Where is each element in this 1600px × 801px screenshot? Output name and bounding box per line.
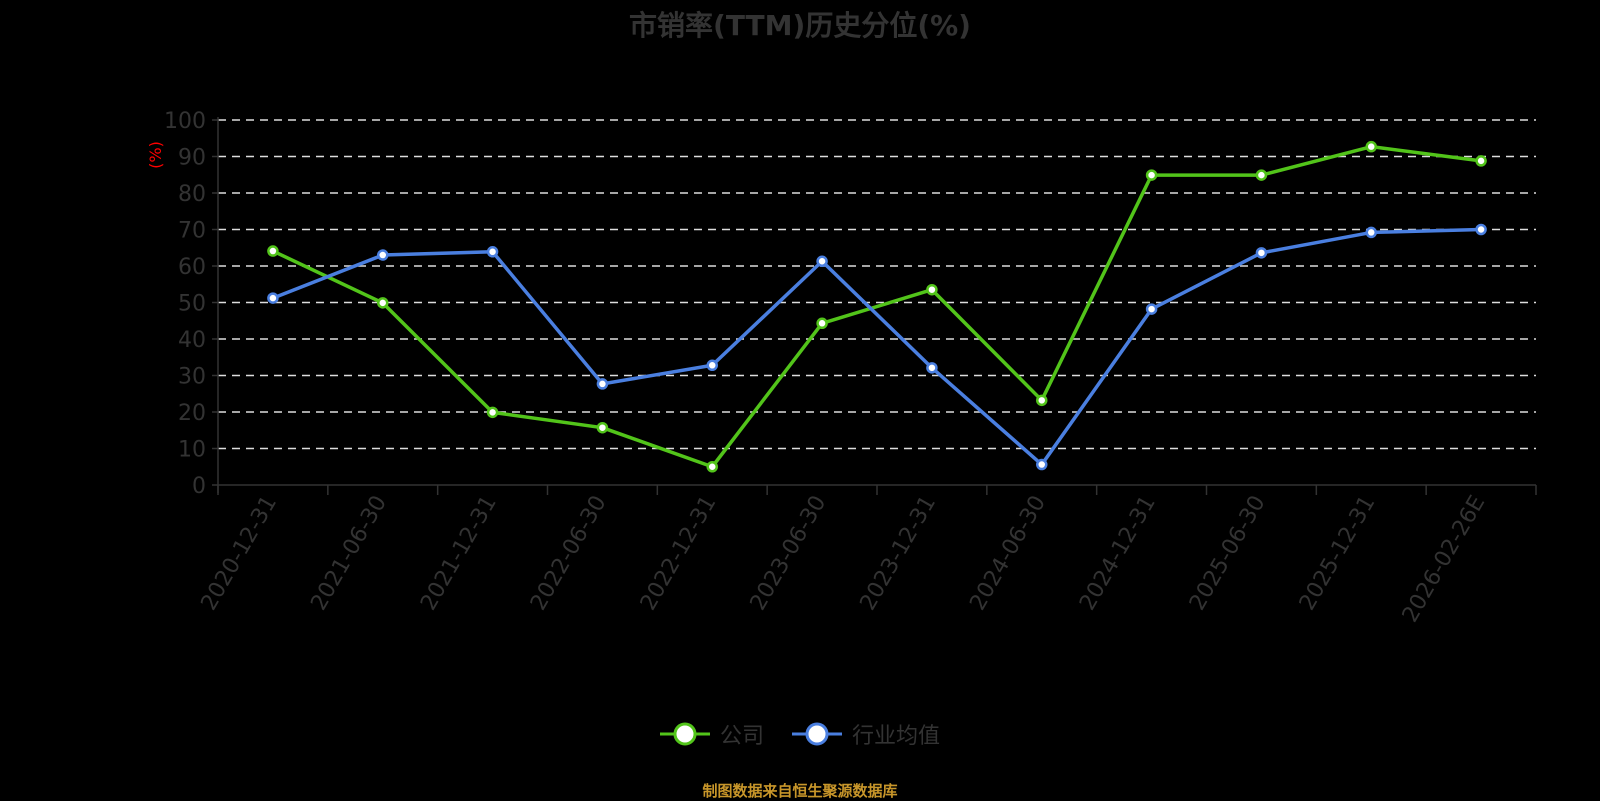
y-tick-label: 10 <box>178 438 206 463</box>
data-point[interactable] <box>377 249 389 261</box>
data-point[interactable] <box>706 359 718 372</box>
y-tick-label: 30 <box>178 365 206 390</box>
series-lines <box>267 140 1487 473</box>
data-point[interactable] <box>377 297 389 309</box>
gridlines <box>218 119 1536 450</box>
data-point[interactable] <box>1475 155 1487 167</box>
legend-label-company: 公司 <box>719 724 764 749</box>
data-point[interactable] <box>1475 223 1487 236</box>
data-point[interactable] <box>1365 140 1377 153</box>
x-tick-label: 2021-12-31 <box>416 492 502 615</box>
industry-legend-icon <box>792 722 842 746</box>
y-tick-label: 80 <box>178 182 206 207</box>
data-point[interactable] <box>926 283 938 296</box>
y-tick-label: 50 <box>178 292 206 317</box>
data-point[interactable] <box>596 378 609 390</box>
x-tick-label: 2023-06-30 <box>746 492 832 615</box>
data-point[interactable] <box>267 245 279 257</box>
data-point[interactable] <box>706 461 718 473</box>
data-point[interactable] <box>267 292 279 304</box>
data-point[interactable] <box>486 246 499 258</box>
chart-title: 市销率(TTM)历史分位(%) <box>629 9 971 42</box>
data-point[interactable] <box>816 255 828 268</box>
x-tick-label: 2022-12-31 <box>636 492 722 615</box>
x-axis: 2020-12-31 2021-06-30 2021-12-31 2022-06-30… <box>197 484 1537 627</box>
x-tick-label: 2020-12-31 <box>197 492 283 615</box>
x-tick-label: 2026-02-26E <box>1398 492 1491 627</box>
y-tick-label: 60 <box>178 255 206 280</box>
y-tick-label: 90 <box>178 146 206 171</box>
data-point[interactable] <box>486 406 499 419</box>
data-point[interactable] <box>596 421 609 434</box>
y-tick-label: 40 <box>178 328 206 353</box>
data-point[interactable] <box>1365 226 1377 239</box>
y-tick-label: 100 <box>164 109 206 134</box>
legend-item-industry[interactable]: 行业均值 <box>792 718 940 750</box>
x-tick-label: 2021-06-30 <box>306 492 392 615</box>
data-point[interactable] <box>1255 247 1268 259</box>
data-point[interactable] <box>1255 169 1268 181</box>
data-source-note: 制图数据来自恒生聚源数据库 <box>702 782 898 800</box>
company-legend-icon <box>659 722 710 746</box>
data-point[interactable] <box>1145 303 1158 315</box>
data-point[interactable] <box>1036 458 1048 471</box>
y-tick-label: 20 <box>178 401 206 426</box>
data-point[interactable] <box>1145 169 1158 181</box>
x-tick-label: 2024-12-31 <box>1075 492 1161 615</box>
legend: 公司 行业均值 <box>0 718 1600 750</box>
industry-series-line <box>272 227 1482 467</box>
data-point[interactable] <box>816 317 828 330</box>
x-tick-label: 2025-06-30 <box>1185 492 1271 615</box>
data-point[interactable] <box>926 362 938 374</box>
data-point[interactable] <box>1036 394 1048 407</box>
x-tick-label: 2023-12-31 <box>856 492 942 615</box>
legend-item-company[interactable]: 公司 <box>659 718 764 750</box>
x-tick-label: 2025-12-31 <box>1295 492 1381 615</box>
x-tick-label: 2024-06-30 <box>965 492 1051 615</box>
company-series-line <box>272 144 1482 469</box>
legend-label-industry: 行业均值 <box>852 724 941 749</box>
x-tick-label: 2022-06-30 <box>526 492 612 615</box>
y-tick-label: 70 <box>178 219 206 244</box>
y-axis: 0 10 20 30 40 50 60 70 80 90 100 <box>164 109 219 499</box>
y-tick-label: 0 <box>192 474 206 499</box>
y-axis-unit-label: (%) <box>146 141 165 169</box>
